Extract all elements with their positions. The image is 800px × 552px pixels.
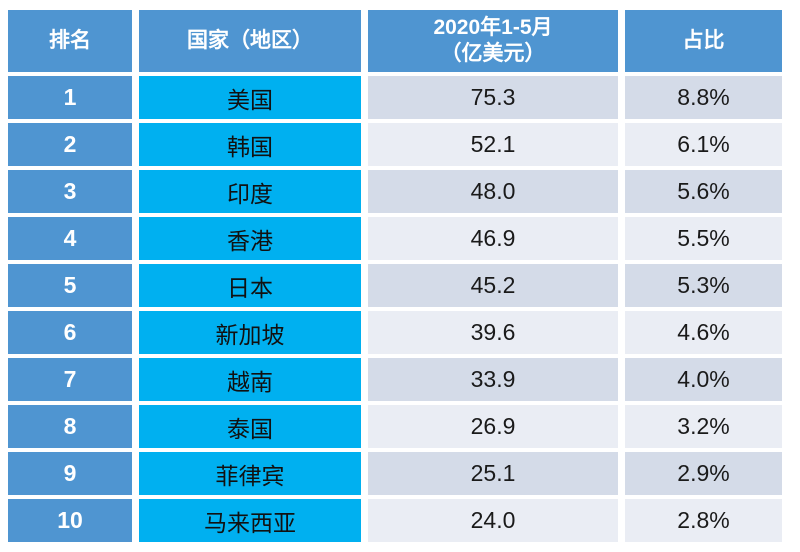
value-cell: 48.0: [368, 170, 618, 213]
rank-cell: 2: [8, 123, 132, 166]
table-row: 3 印度 48.0 5.6%: [8, 170, 782, 213]
value-cell: 46.9: [368, 217, 618, 260]
value-cell: 52.1: [368, 123, 618, 166]
header-country: 国家（地区）: [139, 10, 361, 72]
rank-cell: 8: [8, 405, 132, 448]
table-row: 1 美国 75.3 8.8%: [8, 76, 782, 119]
table-row: 6 新加坡 39.6 4.6%: [8, 311, 782, 354]
table-body: 1 美国 75.3 8.8% 2 韩国 52.1 6.1% 3 印度 48.0 …: [8, 76, 782, 542]
table-row: 8 泰国 26.9 3.2%: [8, 405, 782, 448]
share-cell: 2.8%: [625, 499, 782, 542]
header-value: 2020年1-5月 （亿美元）: [368, 10, 618, 72]
share-cell: 5.3%: [625, 264, 782, 307]
share-cell: 2.9%: [625, 452, 782, 495]
header-rank: 排名: [8, 10, 132, 72]
value-cell: 26.9: [368, 405, 618, 448]
country-cell: 新加坡: [139, 311, 361, 354]
share-cell: 8.8%: [625, 76, 782, 119]
share-cell: 6.1%: [625, 123, 782, 166]
share-cell: 3.2%: [625, 405, 782, 448]
country-cell: 泰国: [139, 405, 361, 448]
rank-cell: 1: [8, 76, 132, 119]
table-header-row: 排名 国家（地区） 2020年1-5月 （亿美元） 占比: [8, 10, 782, 72]
share-cell: 5.6%: [625, 170, 782, 213]
header-value-line1: 2020年1-5月: [433, 15, 553, 39]
share-cell: 4.0%: [625, 358, 782, 401]
table-row: 7 越南 33.9 4.0%: [8, 358, 782, 401]
header-share: 占比: [625, 10, 782, 72]
rank-cell: 5: [8, 264, 132, 307]
share-cell: 4.6%: [625, 311, 782, 354]
rank-cell: 4: [8, 217, 132, 260]
rank-cell: 3: [8, 170, 132, 213]
country-cell: 香港: [139, 217, 361, 260]
country-cell: 日本: [139, 264, 361, 307]
value-cell: 75.3: [368, 76, 618, 119]
value-cell: 39.6: [368, 311, 618, 354]
value-cell: 25.1: [368, 452, 618, 495]
value-cell: 45.2: [368, 264, 618, 307]
country-cell: 马来西亚: [139, 499, 361, 542]
value-cell: 24.0: [368, 499, 618, 542]
table-row: 2 韩国 52.1 6.1%: [8, 123, 782, 166]
rank-cell: 9: [8, 452, 132, 495]
country-cell: 美国: [139, 76, 361, 119]
ranking-table: 排名 国家（地区） 2020年1-5月 （亿美元） 占比 1 美国 75.3 8…: [1, 6, 789, 546]
header-value-line2: （亿美元）: [440, 42, 546, 65]
country-cell: 越南: [139, 358, 361, 401]
country-cell: 韩国: [139, 123, 361, 166]
country-cell: 印度: [139, 170, 361, 213]
rank-cell: 6: [8, 311, 132, 354]
country-cell: 菲律宾: [139, 452, 361, 495]
value-cell: 33.9: [368, 358, 618, 401]
table-row: 4 香港 46.9 5.5%: [8, 217, 782, 260]
share-cell: 5.5%: [625, 217, 782, 260]
table-row: 5 日本 45.2 5.3%: [8, 264, 782, 307]
table-row: 10 马来西亚 24.0 2.8%: [8, 499, 782, 542]
table-row: 9 菲律宾 25.1 2.9%: [8, 452, 782, 495]
rank-cell: 10: [8, 499, 132, 542]
rank-cell: 7: [8, 358, 132, 401]
